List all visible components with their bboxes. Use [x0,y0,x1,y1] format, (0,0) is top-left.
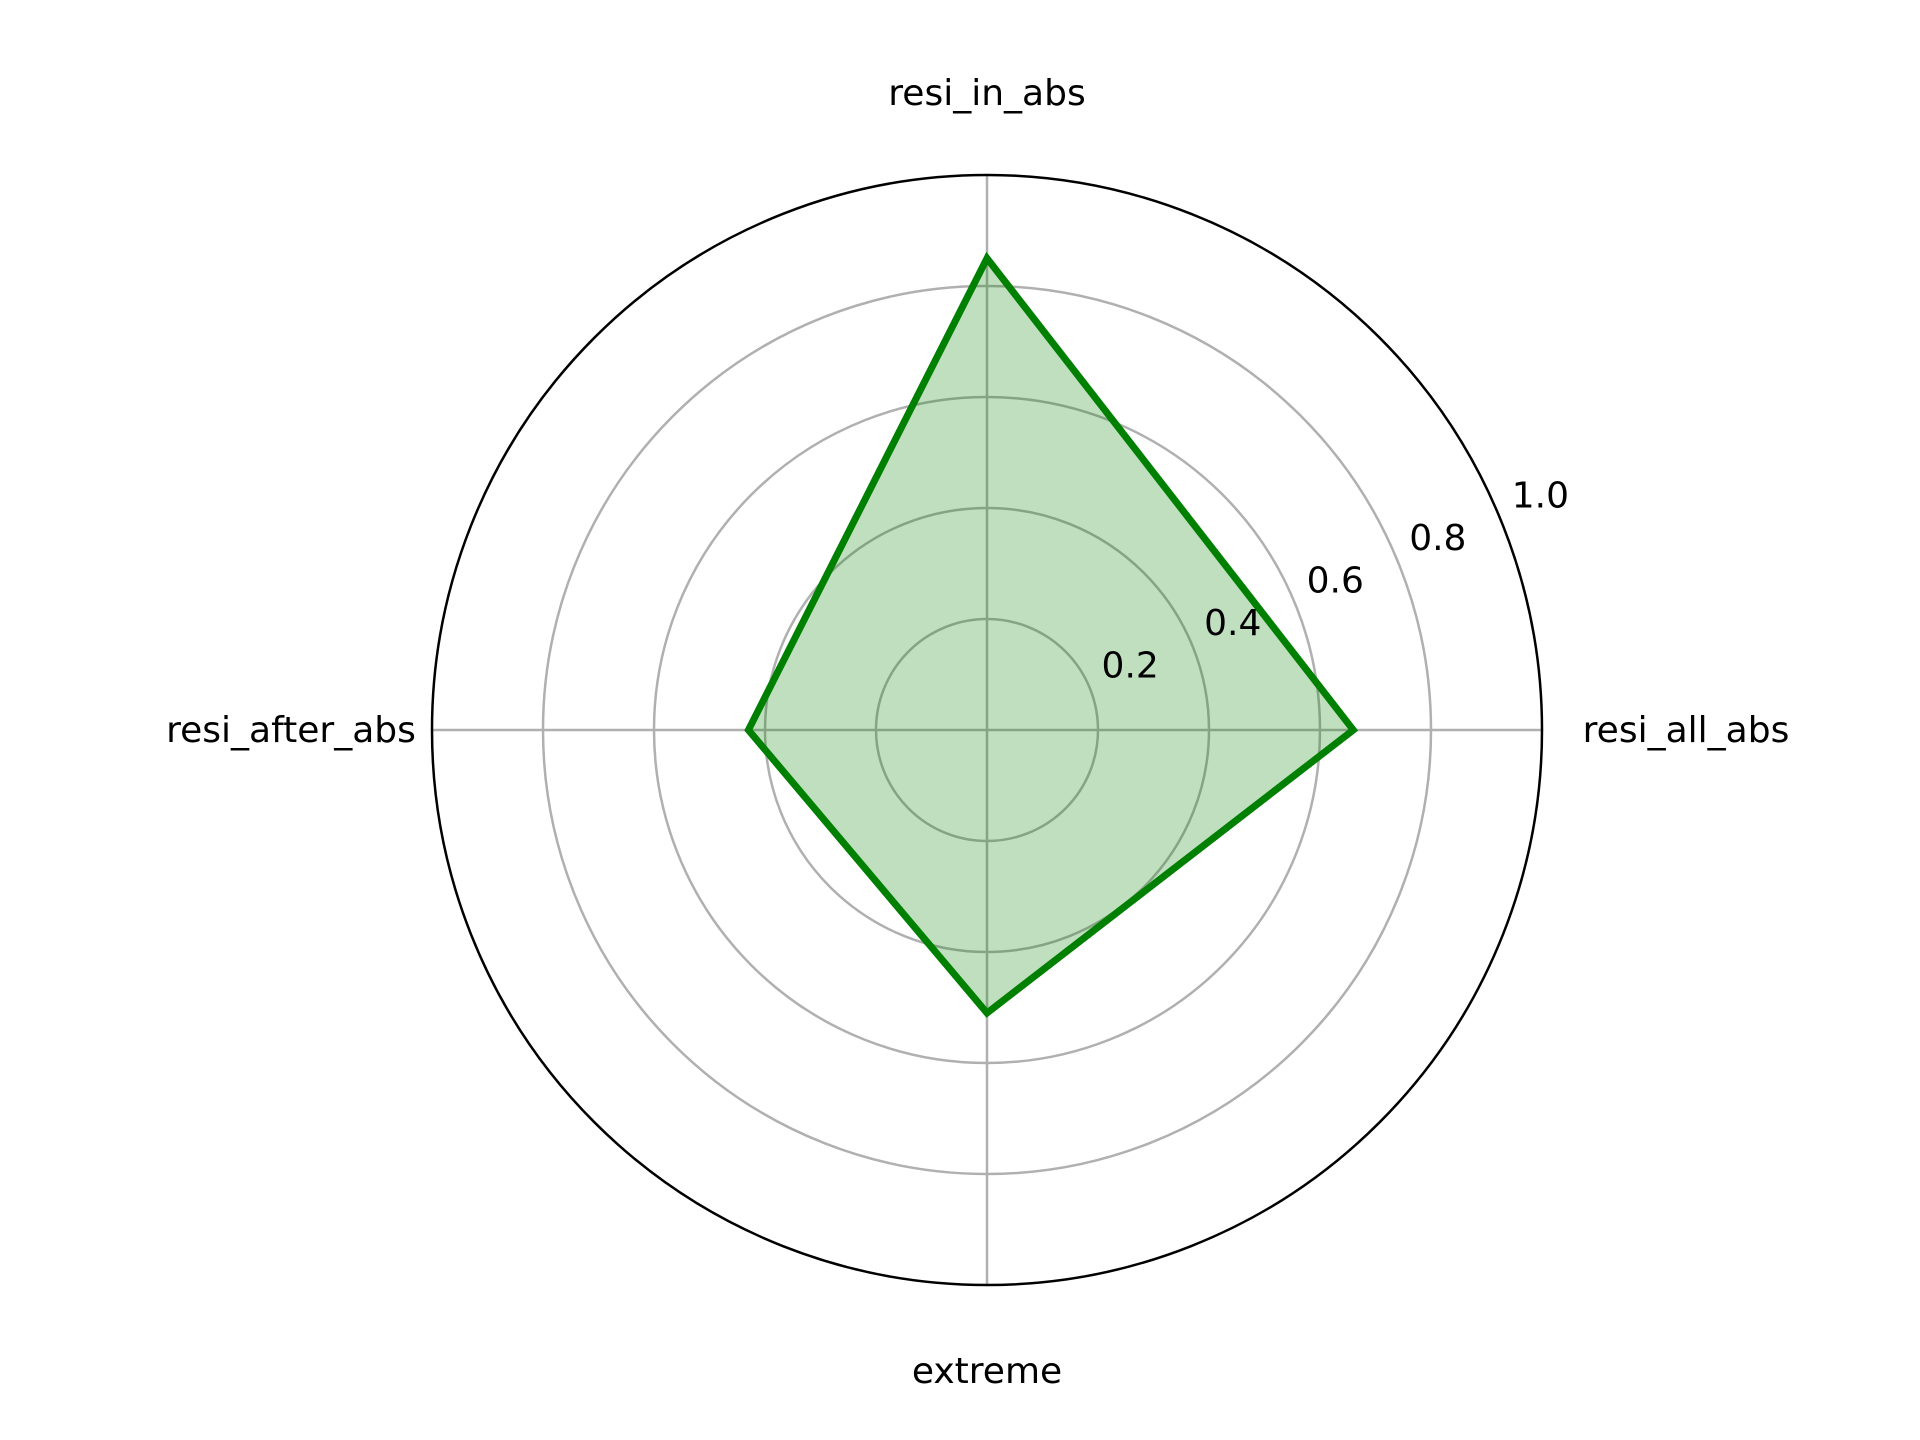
category-label: resi_after_abs [166,710,416,751]
series-area [748,258,1354,1013]
outer-frame [430,173,1544,1287]
r-tick-label: 0.6 [1307,561,1364,602]
r-tick-label: 0.2 [1102,646,1159,687]
r-tick-label: 1.0 [1512,476,1569,517]
frame-layer [430,173,1544,1287]
r-tick-label: 0.8 [1409,518,1466,559]
series-line [744,251,1359,1018]
label-layer: 0.2 0.4 0.6 0.8 1.0 resi_all_abs resi_in_absre… [166,73,1789,1392]
category-label: resi_all_abs [1583,710,1790,751]
grid-layer [432,175,1542,1285]
r-tick-label: 0.4 [1204,603,1261,644]
category-label: extreme [912,1351,1062,1392]
category-label: resi_in_abs [888,73,1085,114]
series-layer [744,251,1359,1018]
